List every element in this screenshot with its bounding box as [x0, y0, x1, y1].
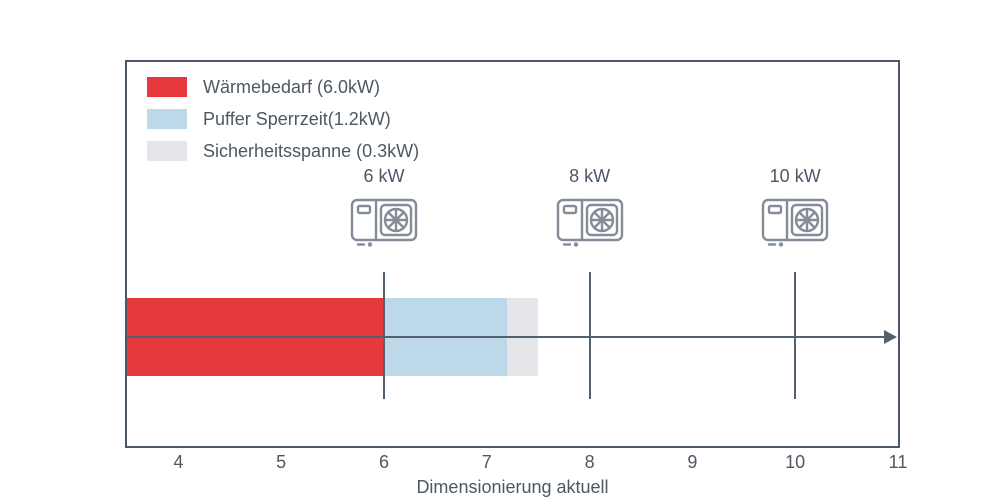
- x-tick-label: 8: [584, 452, 595, 472]
- x-tick-label: 4: [173, 452, 184, 472]
- x-tick-label: 9: [687, 452, 698, 472]
- legend-item-waermebedarf: Wärmebedarf (6.0kW): [147, 76, 419, 98]
- legend-label: Puffer Sperrzeit(1.2kW): [203, 108, 391, 129]
- marker-label: 6 kW: [363, 166, 405, 186]
- marker-8kw: 8 kW: [520, 62, 660, 450]
- heat-pump-icon: [350, 198, 418, 247]
- plot-area: 6 kW 8 kW: [125, 60, 900, 448]
- x-axis-label: Dimensionierung aktuell: [416, 477, 609, 497]
- legend-label: Sicherheitsspanne (0.3kW): [203, 140, 420, 161]
- heat-pump-icon: [761, 198, 829, 247]
- legend-swatch-waermebedarf: [147, 77, 187, 97]
- x-tick-label: 6: [378, 452, 389, 472]
- dimension-axis-line: [127, 336, 887, 338]
- legend-item-sicherheitsspanne: Sicherheitsspanne (0.3kW): [147, 140, 419, 162]
- marker-10kw: 10 kW: [725, 62, 865, 450]
- legend-swatch-sicherheitsspanne: [147, 141, 187, 161]
- marker-6kw: 6 kW: [314, 62, 454, 450]
- x-tick-label: 5: [276, 452, 287, 472]
- marker-label: 8 kW: [569, 166, 611, 186]
- x-tick-label: 7: [481, 452, 492, 472]
- heat-pump-icon: [556, 198, 623, 247]
- legend-item-puffer-sperrzeit: Puffer Sperrzeit(1.2kW): [147, 108, 419, 130]
- legend: Wärmebedarf (6.0kW) Puffer Sperrzeit(1.2…: [147, 76, 419, 162]
- marker-label: 10 kW: [769, 166, 821, 186]
- x-tick-label: 11: [888, 452, 908, 472]
- marker-tick-line: [383, 272, 385, 399]
- axis-arrow-head-icon: [884, 330, 897, 344]
- marker-tick-line: [794, 272, 797, 399]
- marker-tick-line: [588, 272, 591, 399]
- x-tick-label: 10: [785, 452, 806, 472]
- legend-label: Wärmebedarf (6.0kW): [203, 76, 381, 97]
- legend-swatch-puffer-sperrzeit: [147, 109, 187, 129]
